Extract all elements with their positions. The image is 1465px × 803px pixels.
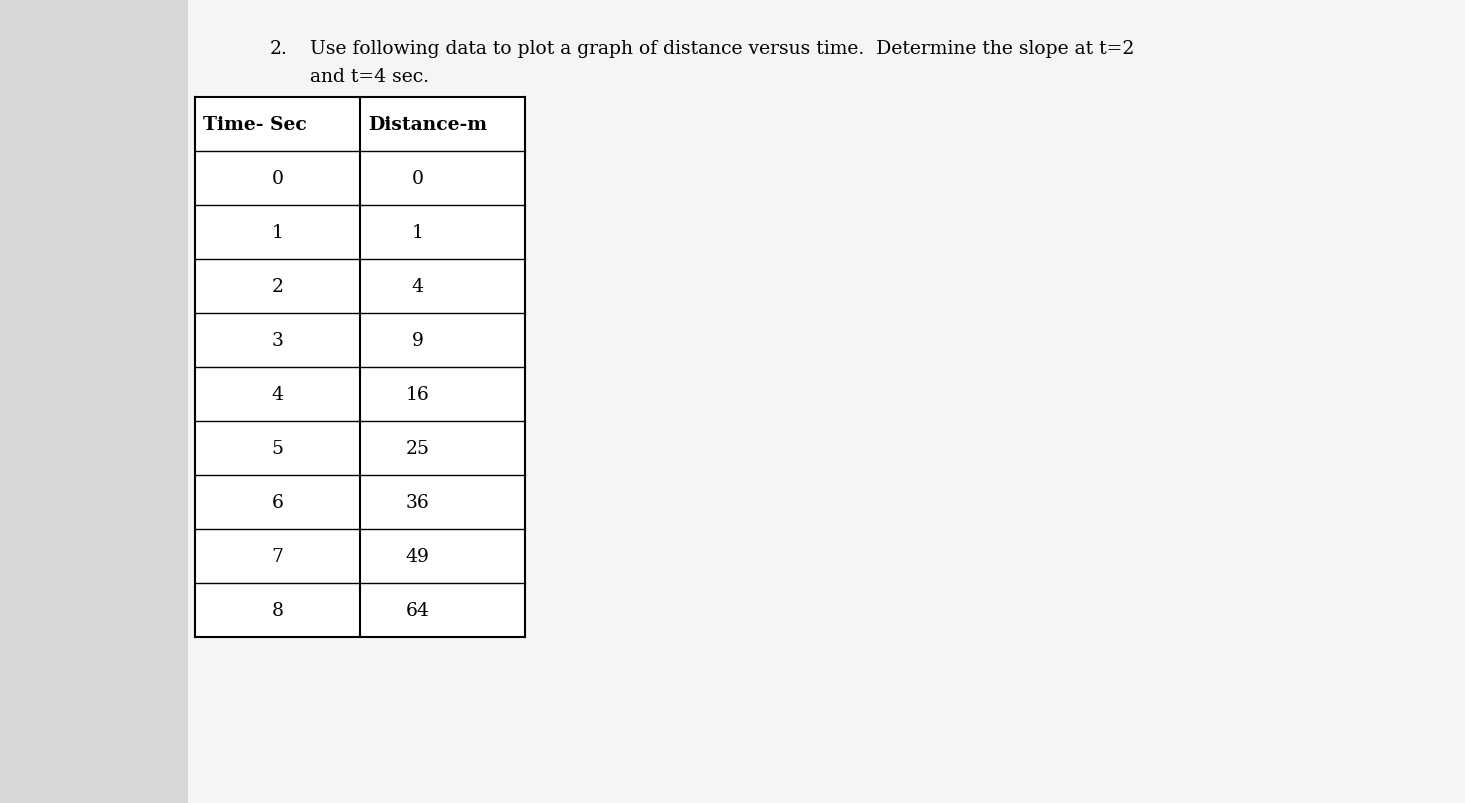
Text: 8: 8	[271, 601, 284, 619]
Text: 9: 9	[412, 332, 423, 349]
Text: 5: 5	[271, 439, 284, 458]
Text: 49: 49	[406, 548, 429, 565]
Text: 4: 4	[412, 278, 423, 296]
Text: 2.: 2.	[270, 40, 289, 58]
Text: Distance-m: Distance-m	[368, 116, 486, 134]
Text: 0: 0	[412, 169, 423, 188]
Text: 6: 6	[271, 493, 283, 512]
Text: Use following data to plot a graph of distance versus time.  Determine the slope: Use following data to plot a graph of di…	[311, 40, 1134, 58]
Text: 2: 2	[271, 278, 284, 296]
Text: Time- Sec: Time- Sec	[204, 116, 306, 134]
Text: 7: 7	[271, 548, 284, 565]
Text: 25: 25	[406, 439, 429, 458]
Text: 3: 3	[271, 332, 283, 349]
Text: 4: 4	[271, 385, 284, 403]
Text: 0: 0	[271, 169, 284, 188]
Text: and t=4 sec.: and t=4 sec.	[311, 68, 429, 86]
Text: 64: 64	[406, 601, 429, 619]
Text: 16: 16	[406, 385, 429, 403]
Text: 36: 36	[406, 493, 429, 512]
Text: 1: 1	[271, 224, 283, 242]
Text: 1: 1	[412, 224, 423, 242]
